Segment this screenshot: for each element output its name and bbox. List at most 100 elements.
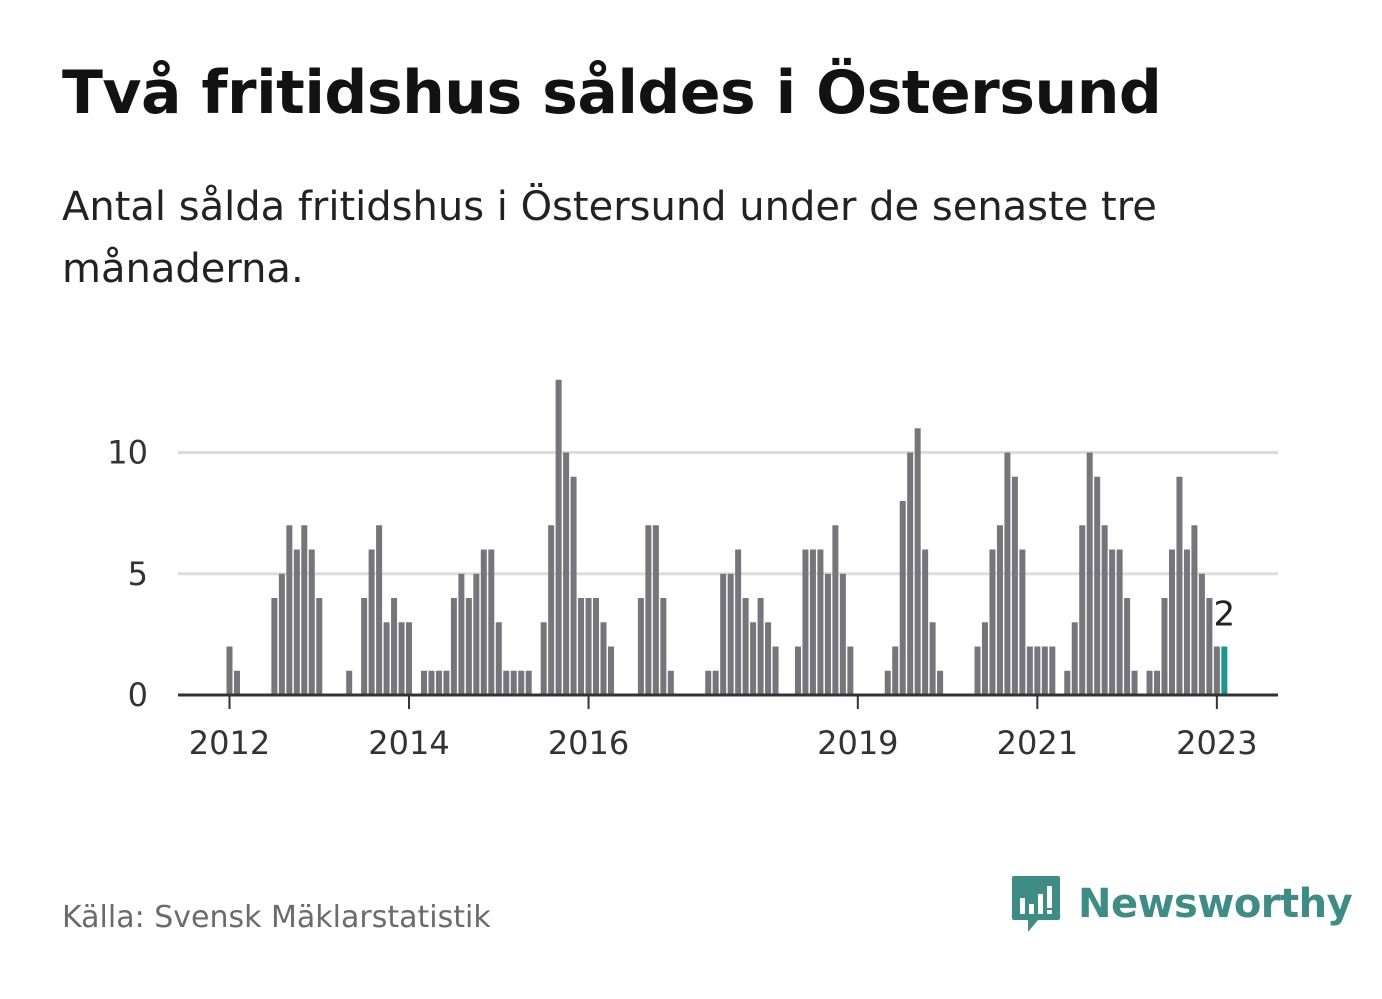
y-tick-label: 0 bbox=[128, 676, 148, 714]
bar bbox=[518, 670, 525, 695]
bar bbox=[301, 525, 308, 695]
bar bbox=[570, 476, 577, 695]
bar bbox=[652, 525, 659, 695]
bar bbox=[480, 549, 487, 695]
bar bbox=[667, 670, 674, 695]
bar bbox=[443, 670, 450, 695]
bar bbox=[435, 670, 442, 695]
bars bbox=[226, 379, 1228, 695]
bar bbox=[727, 573, 734, 695]
bar bbox=[989, 549, 996, 695]
bar bbox=[742, 598, 749, 695]
bar bbox=[1198, 573, 1205, 695]
bar bbox=[607, 646, 614, 695]
bar bbox=[735, 549, 742, 695]
bar bbox=[1034, 646, 1041, 695]
bar bbox=[391, 598, 398, 695]
bar bbox=[1176, 476, 1183, 695]
brand-name: Newsworthy bbox=[1078, 881, 1353, 927]
bar bbox=[406, 622, 413, 695]
bar bbox=[1168, 549, 1175, 695]
bar bbox=[226, 646, 233, 695]
bar bbox=[1079, 525, 1086, 695]
x-tick-label: 2019 bbox=[817, 724, 898, 762]
bar bbox=[765, 622, 772, 695]
bar bbox=[1019, 549, 1026, 695]
bar bbox=[1086, 452, 1093, 695]
bar bbox=[1116, 549, 1123, 695]
bar bbox=[525, 670, 532, 695]
bar bbox=[1213, 646, 1220, 695]
bar bbox=[750, 622, 757, 695]
bar bbox=[1146, 670, 1153, 695]
x-axis-ticks: 2012 2014 2016 2019 2021 2023 bbox=[189, 695, 1258, 762]
bar bbox=[458, 573, 465, 695]
bar bbox=[1094, 476, 1101, 695]
chart-title: Två fritidshus såldes i Östersund bbox=[62, 58, 1162, 128]
bar bbox=[383, 622, 390, 695]
bar bbox=[981, 622, 988, 695]
x-tick-label: 2012 bbox=[189, 724, 270, 762]
bar bbox=[293, 549, 300, 695]
bar bbox=[540, 622, 547, 695]
highlight-bar bbox=[1221, 646, 1228, 695]
bar bbox=[847, 646, 854, 695]
bar bbox=[884, 670, 891, 695]
x-tick-label: 2014 bbox=[368, 724, 449, 762]
bar bbox=[705, 670, 712, 695]
bar bbox=[839, 573, 846, 695]
highlight-data-label: 2 bbox=[1214, 595, 1236, 635]
bar bbox=[578, 598, 585, 695]
bar bbox=[286, 525, 293, 695]
bar bbox=[346, 670, 353, 695]
bar bbox=[1109, 549, 1116, 695]
bar bbox=[772, 646, 779, 695]
bar bbox=[1026, 646, 1033, 695]
bar bbox=[645, 525, 652, 695]
bar bbox=[929, 622, 936, 695]
bar bbox=[996, 525, 1003, 695]
bar bbox=[1049, 646, 1056, 695]
bar bbox=[914, 428, 921, 695]
bar bbox=[420, 670, 427, 695]
x-tick-label: 2023 bbox=[1176, 724, 1257, 762]
bar bbox=[712, 670, 719, 695]
bar bbox=[473, 573, 480, 695]
bar bbox=[1071, 622, 1078, 695]
bar bbox=[974, 646, 981, 695]
chart-subtitle: Antal sålda fritidshus i Östersund under… bbox=[62, 184, 1157, 292]
bar bbox=[1004, 452, 1011, 695]
bar bbox=[376, 525, 383, 695]
bar bbox=[548, 525, 555, 695]
bar bbox=[1154, 670, 1161, 695]
x-tick-label: 2016 bbox=[548, 724, 629, 762]
bar bbox=[503, 670, 510, 695]
bar bbox=[832, 525, 839, 695]
bar bbox=[428, 670, 435, 695]
bar bbox=[824, 573, 831, 695]
bar bbox=[660, 598, 667, 695]
bar bbox=[899, 501, 906, 695]
bar bbox=[907, 452, 914, 695]
bar bbox=[1124, 598, 1131, 695]
bar bbox=[271, 598, 278, 695]
bar bbox=[555, 379, 562, 695]
bar bbox=[1191, 525, 1198, 695]
bar bbox=[1161, 598, 1168, 695]
bar bbox=[1101, 525, 1108, 695]
bar bbox=[495, 622, 502, 695]
bar bbox=[361, 598, 368, 695]
bar bbox=[563, 452, 570, 695]
bar bbox=[1206, 598, 1213, 695]
bar bbox=[450, 598, 457, 695]
bar bbox=[510, 670, 517, 695]
newsworthy-logo-icon bbox=[1012, 876, 1060, 932]
bar bbox=[368, 549, 375, 695]
bar bbox=[1131, 670, 1138, 695]
bar bbox=[637, 598, 644, 695]
x-tick-label: 2021 bbox=[997, 724, 1078, 762]
bar bbox=[720, 573, 727, 695]
bar bbox=[600, 622, 607, 695]
brand-logo[interactable]: Newsworthy bbox=[1010, 874, 1353, 934]
bar bbox=[233, 670, 240, 695]
